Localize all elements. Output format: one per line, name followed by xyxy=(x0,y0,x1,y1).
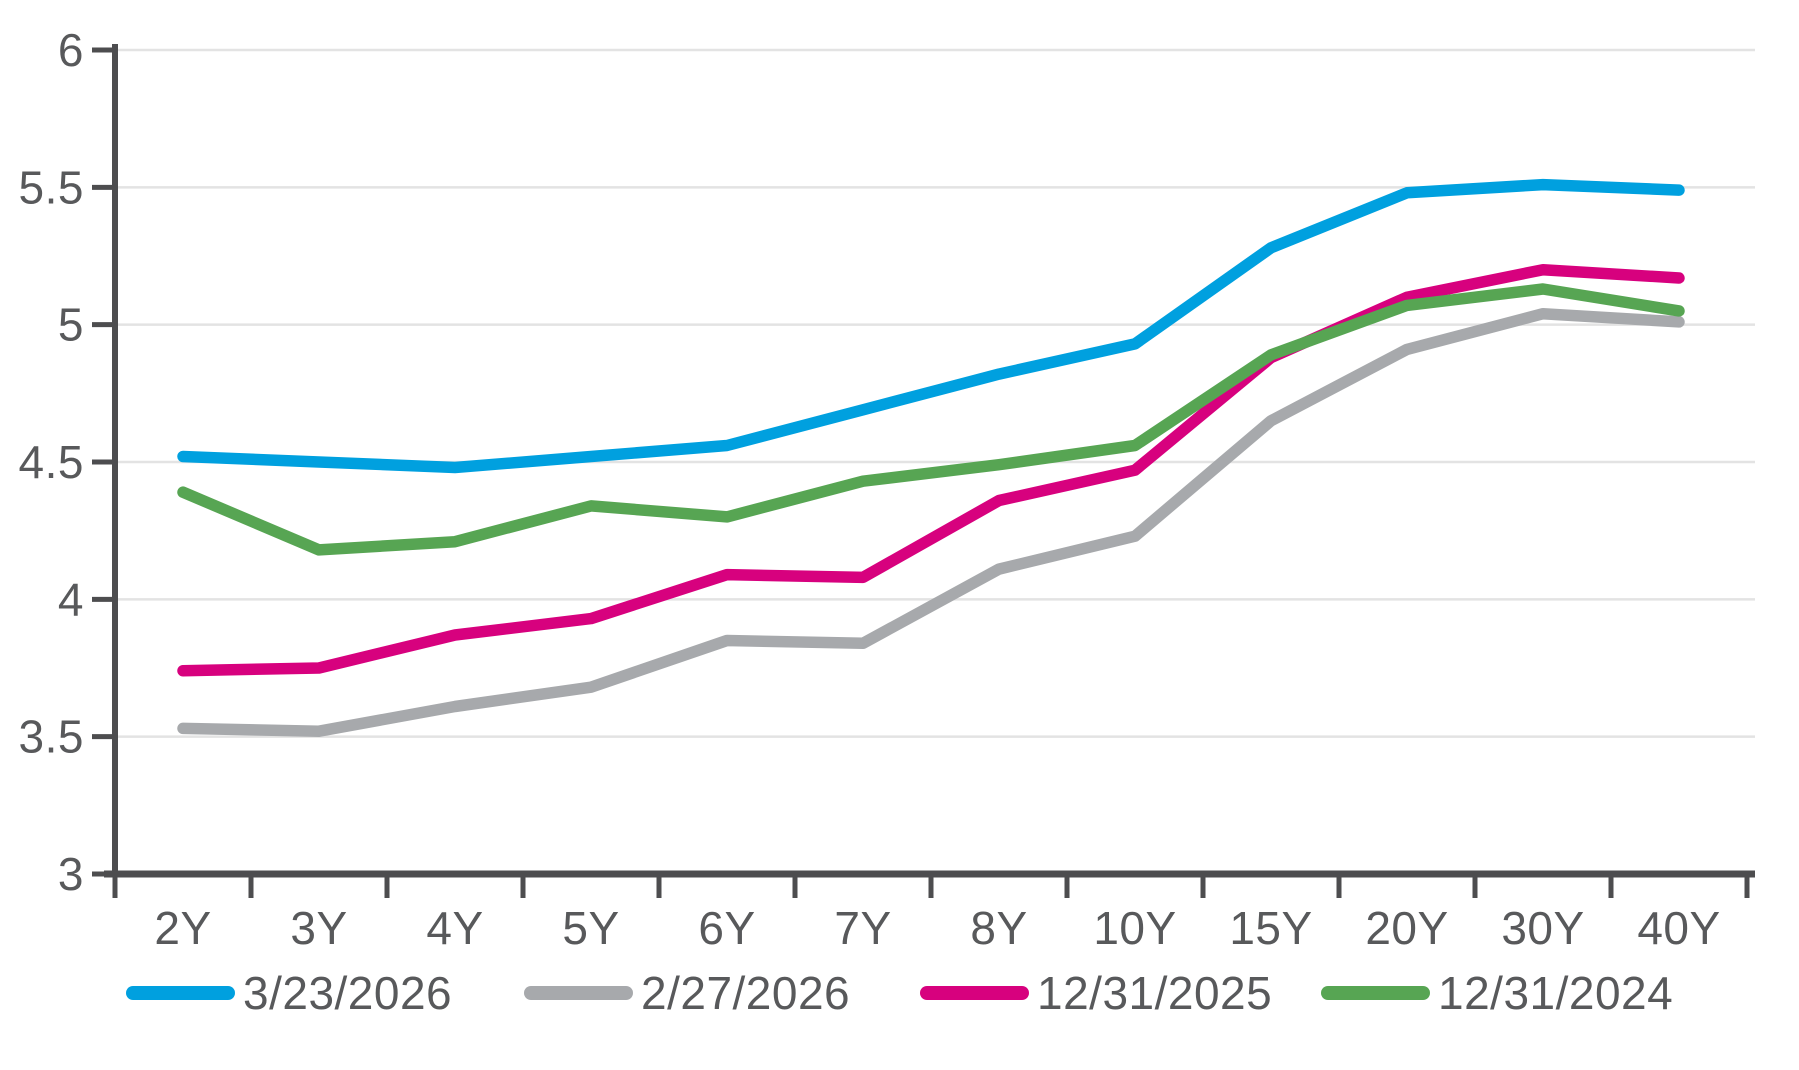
series-line-12-31-2024 xyxy=(177,283,1685,556)
y-axis-label: 3.5 xyxy=(19,711,84,763)
legend-label-2-27-2026: 2/27/2026 xyxy=(641,967,850,1019)
x-axis-label: 30Y xyxy=(1501,902,1584,954)
legend-label-3-23-2026: 3/23/2026 xyxy=(243,967,452,1019)
y-axis-label: 5 xyxy=(58,299,84,351)
x-axis-label: 2Y xyxy=(154,902,211,954)
x-axis-label: 10Y xyxy=(1093,902,1176,954)
x-axis-label: 6Y xyxy=(698,902,755,954)
x-axis-label: 8Y xyxy=(970,902,1027,954)
series-line-12-31-2025 xyxy=(177,263,1685,677)
x-axis-label: 5Y xyxy=(562,902,619,954)
y-axis-label: 6 xyxy=(58,24,84,76)
x-axis-label: 15Y xyxy=(1229,902,1312,954)
y-axis-label: 3 xyxy=(58,848,84,900)
series-line-3-23-2026 xyxy=(177,178,1685,474)
x-axis-label: 4Y xyxy=(426,902,483,954)
x-axis-label: 40Y xyxy=(1637,902,1720,954)
legend-label-12-31-2025: 12/31/2025 xyxy=(1037,967,1272,1019)
x-axis-label: 20Y xyxy=(1365,902,1448,954)
x-axis-label: 7Y xyxy=(834,902,891,954)
y-axis-label: 4.5 xyxy=(19,436,84,488)
series-line-2-27-2026 xyxy=(177,307,1685,737)
y-axis-label: 5.5 xyxy=(19,161,84,213)
x-axis-label: 3Y xyxy=(290,902,347,954)
y-axis-label: 4 xyxy=(58,573,84,625)
legend-label-12-31-2024: 12/31/2024 xyxy=(1438,967,1673,1019)
